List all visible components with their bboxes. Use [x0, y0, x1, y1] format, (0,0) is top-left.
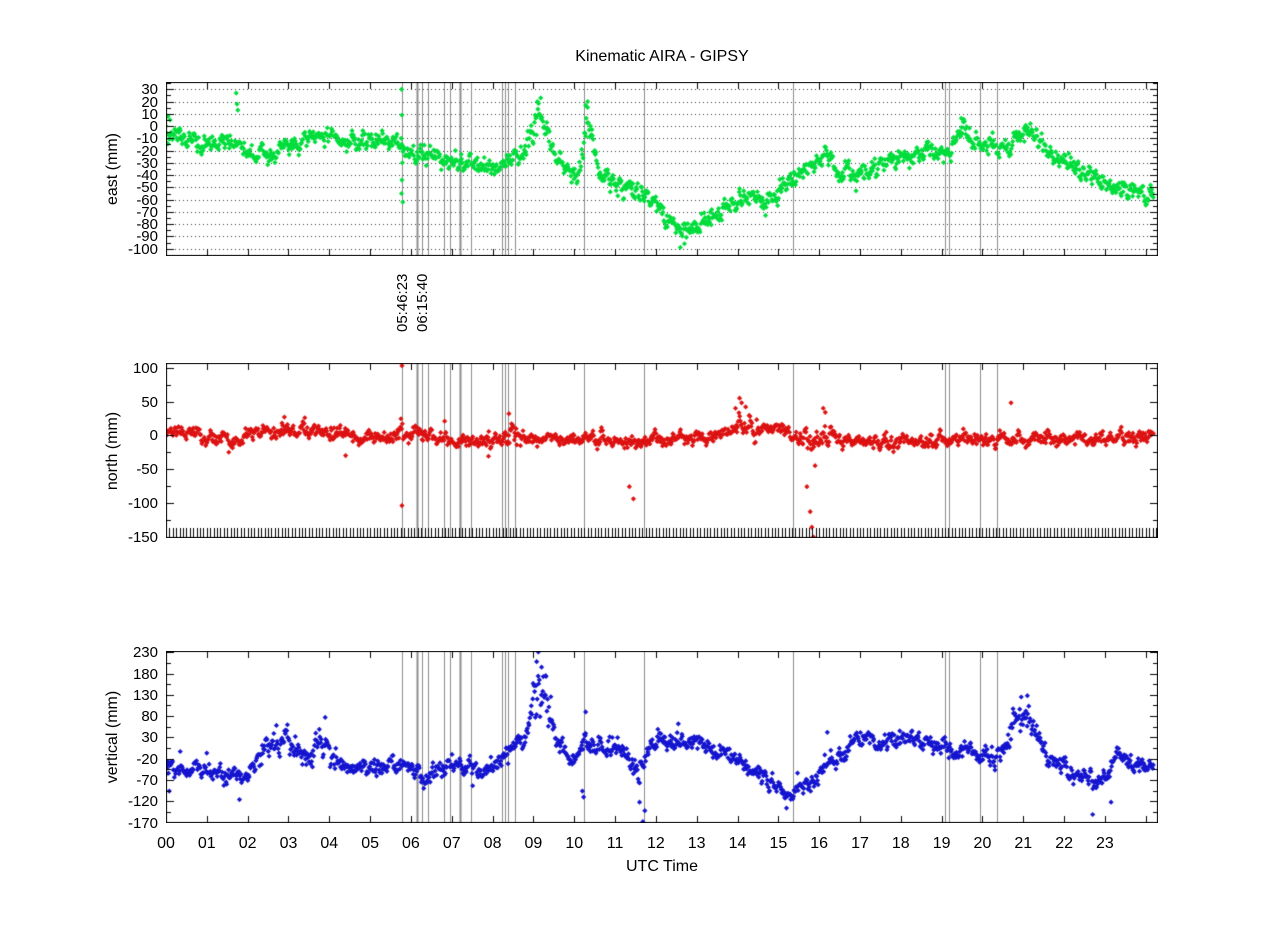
x-tick-label: 04	[320, 835, 339, 852]
y-tick-label: -100	[127, 240, 158, 258]
x-tick-label: 16	[810, 835, 829, 852]
y-tick-label: 180	[132, 665, 158, 683]
x-tick-label: 03	[279, 835, 298, 852]
y-tick-label: -30	[136, 154, 158, 172]
y-tick-label: -100	[127, 494, 158, 512]
y-tick-label: -50	[136, 179, 158, 197]
y-tick-label: 0	[149, 118, 158, 136]
x-tick-label: 18	[891, 835, 910, 852]
y-tick-label: -90	[136, 228, 158, 246]
y-tick-label: 10	[141, 105, 158, 123]
x-tick-label: 19	[932, 835, 951, 852]
y-tick-label: -70	[136, 772, 158, 789]
y-tick-label: -40	[136, 167, 158, 185]
x-tick-label: 09	[524, 835, 543, 852]
y-tick-label: -150	[127, 528, 158, 546]
x-tick-label: 00	[157, 835, 175, 852]
y-tick-label: -120	[127, 793, 158, 811]
chart-title: Kinematic AIRA - GIPSY	[575, 48, 749, 65]
x-tick-label: 21	[1014, 835, 1033, 852]
y-tick-label: -60	[136, 191, 158, 209]
y-tick-label: -10	[136, 130, 158, 148]
y-tick-label: 20	[141, 93, 158, 111]
x-tick-label: 08	[483, 835, 502, 852]
event-time-label-1: 05:46:23	[394, 273, 411, 332]
y-tick-label: 80	[141, 708, 158, 726]
y-tick-label: 50	[141, 393, 158, 411]
x-tick-label: 05	[361, 835, 379, 852]
x-tick-label: 12	[646, 835, 665, 852]
y-tick-label: -20	[136, 750, 158, 768]
x-tick-label: 10	[565, 835, 584, 852]
x-tick-label: 07	[442, 835, 461, 852]
north-plot-canvas	[166, 363, 1158, 538]
north-axis-label: north (mm)	[104, 411, 121, 491]
x-tick-label: 06	[402, 835, 420, 852]
y-tick-label: 0	[149, 427, 158, 445]
y-tick-label: -50	[136, 461, 158, 479]
y-tick-label: -20	[136, 142, 158, 160]
vertical-plot-canvas	[166, 651, 1158, 823]
x-tick-label: 20	[973, 835, 992, 852]
x-tick-label: 14	[728, 835, 747, 852]
x-tick-label: 01	[197, 835, 216, 852]
y-tick-label: -80	[136, 216, 158, 234]
y-tick-label: 30	[141, 81, 158, 99]
y-tick-label: -170	[127, 814, 158, 832]
y-tick-label: 100	[132, 359, 158, 377]
x-tick-label: 15	[769, 835, 788, 852]
x-tick-label: 11	[606, 835, 624, 852]
x-tick-label: 17	[851, 835, 869, 852]
x-axis-label: UTC Time	[626, 858, 698, 875]
y-tick-label: 130	[132, 686, 158, 704]
y-tick-label: 230	[132, 644, 158, 662]
y-tick-label: -70	[136, 203, 158, 221]
y-tick-label: 30	[141, 729, 158, 747]
x-tick-label: 22	[1055, 835, 1073, 852]
x-tick-label: 23	[1096, 835, 1114, 852]
x-tick-label: 13	[687, 835, 706, 852]
x-tick-label: 02	[238, 835, 257, 852]
east-plot-canvas	[166, 82, 1158, 256]
event-time-label-2: 06:15:40	[414, 273, 431, 332]
